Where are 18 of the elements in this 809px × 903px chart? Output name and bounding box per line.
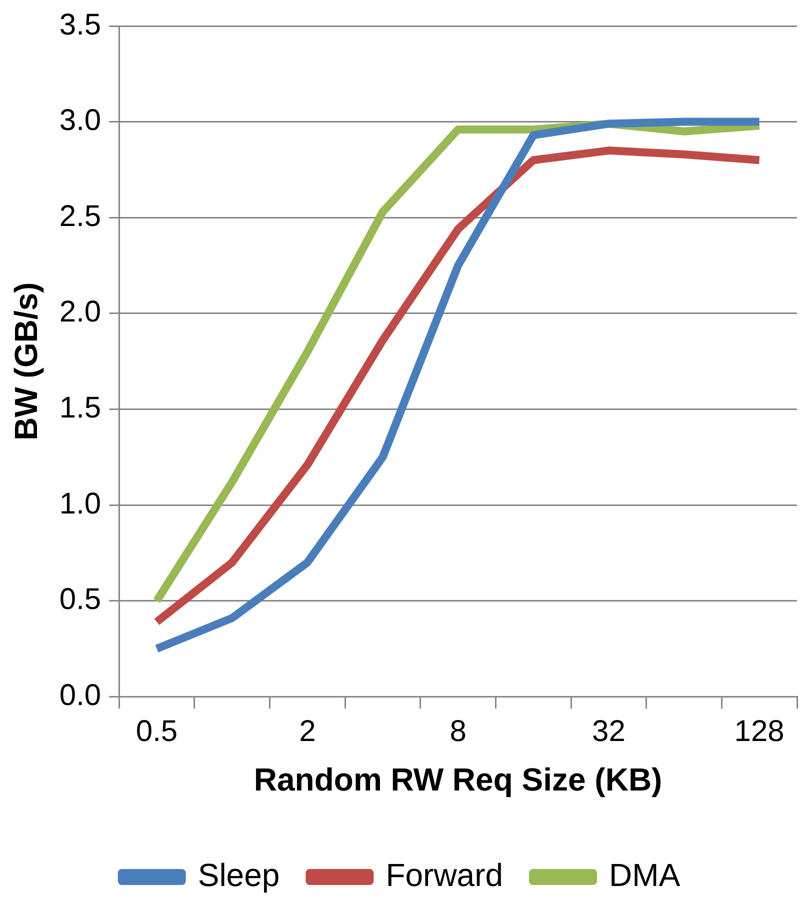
y-tick-label: 1.5 <box>59 391 102 424</box>
legend-label: Sleep <box>198 856 280 893</box>
y-tick-label: 0.5 <box>59 583 102 616</box>
x-tick-label: 32 <box>592 714 626 748</box>
y-tick-label: 0.0 <box>59 678 102 712</box>
y-tick-label: 2.5 <box>59 200 102 233</box>
x-tick-label: 0.5 <box>136 714 178 748</box>
y-tick-label: 3.5 <box>59 8 102 42</box>
y-tick-label: 3.0 <box>59 104 102 138</box>
legend-label: DMA <box>609 856 681 893</box>
y-axis-title: BW (GB/s) <box>8 282 44 440</box>
legend-label: Forward <box>386 856 504 893</box>
y-tick-label: 1.0 <box>59 487 102 520</box>
x-tick-label: 8 <box>450 714 466 748</box>
x-tick-label: 128 <box>734 714 784 748</box>
x-axis-title: Random RW Req Size (KB) <box>254 762 662 798</box>
y-tick-label: 2.0 <box>59 296 102 329</box>
x-tick-label: 2 <box>299 714 316 748</box>
